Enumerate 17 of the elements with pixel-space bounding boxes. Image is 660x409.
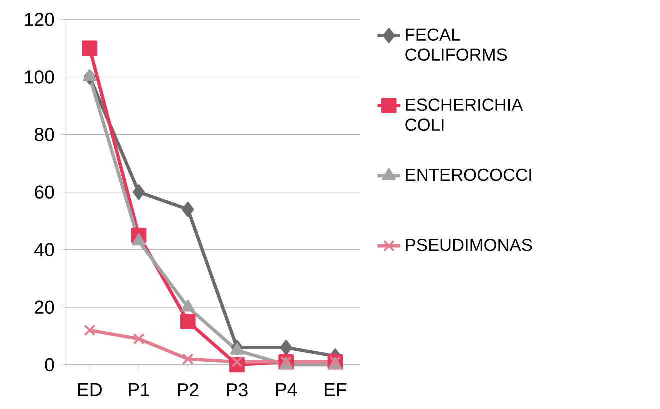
x-tick-label: P1 [129, 383, 150, 396]
y-tick-label: 80 [34, 128, 54, 142]
legend-label: ENTEROCOCCI [406, 168, 532, 182]
legend-label: FECAL COLIFORMS [406, 28, 508, 61]
y-tick-label: 60 [35, 186, 54, 199]
x-tick-label: P4 [276, 383, 298, 396]
x-tick-label: ED [78, 383, 102, 396]
y-tick-label: 120 [25, 13, 54, 26]
y-tick-label: 100 [25, 70, 54, 84]
legend-label: PSEUDIMONAS [406, 239, 532, 252]
x-tick-label: EF [325, 383, 347, 396]
y-tick-label: 20 [35, 300, 54, 314]
legend-label: ESCHERICHIA COLI [406, 98, 524, 132]
y-tick-label: 0 [45, 358, 54, 372]
x-tick-label: P3 [227, 383, 248, 397]
y-tick-label: 40 [34, 243, 54, 256]
x-tick-label: P2 [178, 383, 199, 396]
